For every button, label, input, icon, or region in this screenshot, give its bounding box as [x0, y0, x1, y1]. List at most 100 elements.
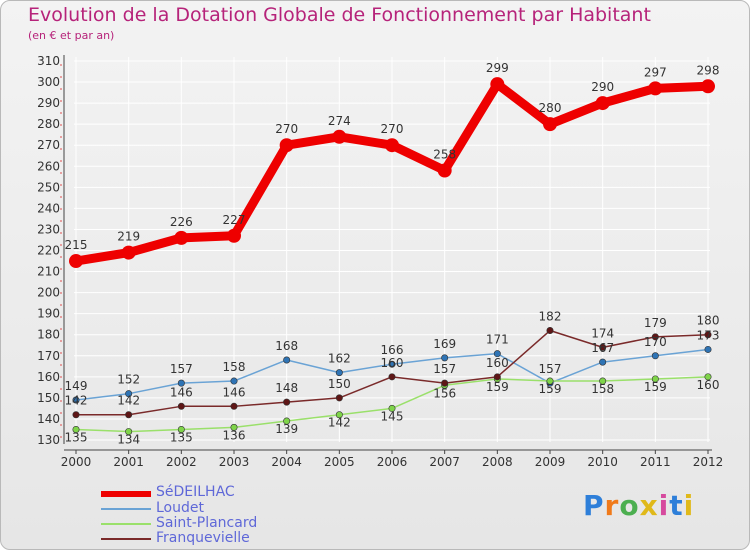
x-tick-label-2003: 2003	[219, 455, 250, 469]
x-tick-label-2000: 2000	[61, 455, 92, 469]
y-tick-label-210: 210	[37, 265, 60, 279]
point-franquevielle-2007	[441, 379, 449, 387]
data-label-franquevielle-2000: 142	[65, 394, 88, 408]
point-s-deilhac-2000	[69, 254, 83, 269]
data-label-franquevielle-2009: 182	[539, 310, 562, 324]
y-tick-label-300: 300	[37, 75, 60, 89]
y-tick-label-190: 190	[37, 307, 60, 321]
data-label-s-deilhac-2003: 227	[223, 213, 246, 227]
point-s-deilhac-2010	[595, 96, 610, 111]
data-label-saint-plancard-2002: 135	[170, 430, 193, 444]
logo-letter: x	[639, 489, 659, 522]
x-tick-label-2009: 2009	[535, 455, 566, 469]
data-label-loudet-2007: 169	[433, 337, 456, 351]
point-loudet-2011	[651, 352, 659, 360]
y-tick-label-280: 280	[37, 117, 60, 131]
data-label-loudet-2008: 171	[486, 333, 509, 347]
point-s-deilhac-2004	[279, 138, 294, 153]
y-tick-label-220: 220	[37, 244, 60, 258]
data-label-saint-plancard-2004: 139	[275, 422, 298, 436]
data-label-saint-plancard-2005: 142	[328, 416, 351, 430]
point-s-deilhac-2003	[227, 228, 241, 243]
data-label-saint-plancard-2006: 145	[381, 409, 404, 423]
point-s-deilhac-2001	[121, 245, 136, 260]
legend-swatch-sedeilhac	[101, 491, 151, 497]
point-loudet-2004	[283, 356, 291, 364]
data-label-loudet-2000: 149	[65, 379, 88, 393]
data-label-loudet-2001: 152	[117, 373, 140, 387]
legend-label-loudet: Loudet	[156, 500, 204, 516]
data-label-s-deilhac-2006: 270	[381, 122, 404, 136]
legend-swatch-loudet	[101, 508, 151, 510]
data-label-s-deilhac-2000: 215	[65, 238, 88, 252]
point-saint-plancard-2003	[230, 423, 238, 431]
data-label-s-deilhac-2010: 290	[591, 80, 614, 94]
x-tick-label-2005: 2005	[324, 455, 355, 469]
data-label-saint-plancard-2000: 135	[65, 430, 88, 444]
point-s-deilhac-2009	[543, 117, 557, 132]
point-franquevielle-2012	[704, 331, 712, 339]
data-label-franquevielle-2008: 160	[486, 356, 509, 370]
legend-item-loudet: Loudet	[101, 500, 301, 516]
data-label-franquevielle-2006: 160	[381, 356, 404, 370]
x-tick-label-2001: 2001	[113, 455, 144, 469]
x-tick-label-2002: 2002	[166, 455, 197, 469]
data-label-s-deilhac-2011: 297	[644, 65, 667, 79]
y-tick-label-160: 160	[37, 370, 60, 384]
point-franquevielle-2003	[230, 402, 238, 410]
data-label-franquevielle-2004: 148	[275, 381, 298, 395]
point-s-deilhac-2011	[648, 81, 663, 96]
point-saint-plancard-2004	[283, 417, 291, 425]
x-tick-label-2007: 2007	[429, 455, 460, 469]
y-tick-label-240: 240	[37, 201, 60, 215]
y-tick-label-130: 130	[37, 433, 60, 447]
data-label-loudet-2006: 166	[381, 343, 404, 357]
data-label-saint-plancard-2011: 159	[644, 380, 667, 394]
point-saint-plancard-2006	[388, 404, 396, 412]
y-tick-label-270: 270	[37, 138, 60, 152]
point-s-deilhac-2012	[701, 79, 715, 94]
legend-swatch-franquevielle	[101, 538, 151, 540]
data-label-saint-plancard-2008: 159	[486, 380, 509, 394]
point-loudet-2005	[335, 369, 343, 377]
data-label-saint-plancard-2003: 136	[223, 428, 246, 442]
legend-swatch-saint-plancard	[101, 523, 151, 525]
data-label-franquevielle-2012: 180	[697, 314, 720, 328]
point-loudet-2012	[704, 345, 712, 353]
point-franquevielle-2001	[125, 411, 133, 419]
logo-letter: i	[683, 489, 695, 522]
legend-item-saint-plancard: Saint-Plancard	[101, 515, 301, 531]
point-loudet-2006	[388, 360, 396, 368]
data-label-loudet-2002: 157	[170, 362, 193, 376]
point-saint-plancard-2005	[335, 411, 343, 419]
point-franquevielle-2010	[599, 343, 607, 351]
x-tick-label-2008: 2008	[482, 455, 513, 469]
x-tick-label-2012: 2012	[693, 455, 724, 469]
legend-label-saint-plancard: Saint-Plancard	[156, 515, 258, 531]
data-label-saint-plancard-2012: 160	[697, 378, 720, 392]
y-tick-label-170: 170	[37, 349, 60, 363]
point-loudet-2003	[230, 377, 238, 385]
data-label-franquevielle-2005: 150	[328, 377, 351, 391]
point-loudet-2001	[125, 390, 133, 398]
logo-letter: r	[604, 489, 620, 522]
data-label-loudet-2012: 173	[697, 328, 720, 342]
point-saint-plancard-2000	[72, 425, 80, 433]
point-s-deilhac-2008	[490, 77, 505, 92]
point-loudet-2000	[72, 396, 80, 404]
point-saint-plancard-2011	[651, 375, 659, 383]
point-loudet-2010	[599, 358, 607, 366]
point-franquevielle-2011	[651, 333, 659, 341]
point-s-deilhac-2006	[385, 138, 399, 153]
legend-item-sedeilhac: SéDEILHAC	[101, 484, 301, 500]
proxiti-logo: Proxiti	[583, 489, 694, 522]
logo-letter: t	[669, 489, 684, 522]
x-tick-label-2006: 2006	[377, 455, 408, 469]
point-saint-plancard-2010	[599, 377, 607, 385]
x-tick-label-2010: 2010	[587, 455, 618, 469]
point-loudet-2007	[441, 354, 449, 362]
x-tick-label-2011: 2011	[640, 455, 671, 469]
data-label-s-deilhac-2009: 280	[539, 101, 562, 115]
